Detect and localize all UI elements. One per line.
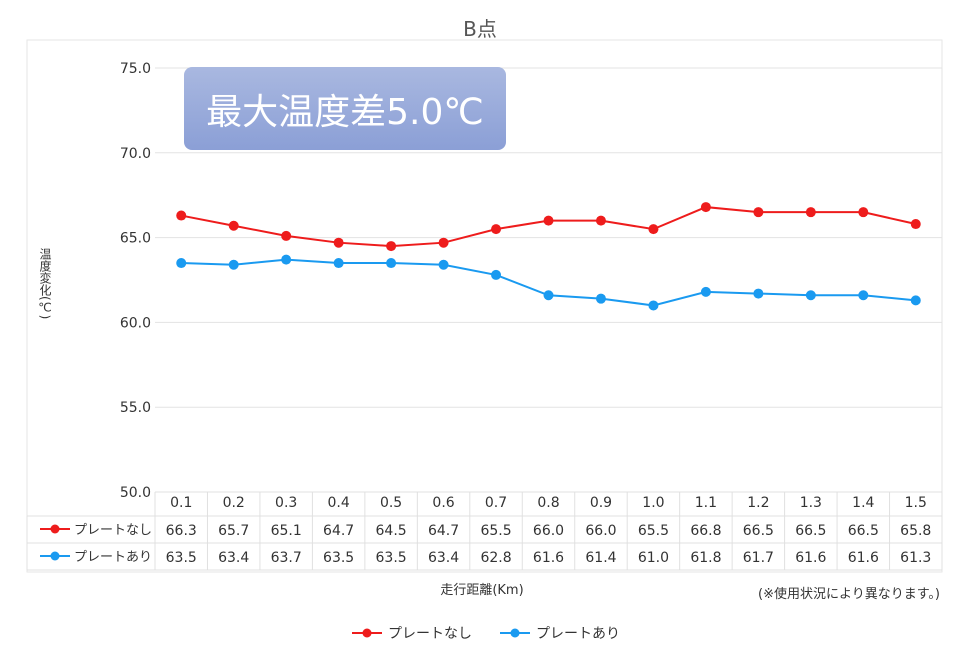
- annotation-max-diff: 最大温度差5.0℃: [184, 67, 506, 150]
- data-point: [438, 259, 449, 270]
- x-tick-label: 0.1: [170, 495, 192, 511]
- data-point: [753, 207, 764, 218]
- x-axis-label: 走行距離(Km): [440, 583, 523, 598]
- table-cell: 62.8: [480, 550, 511, 566]
- table-legend-marker: [50, 524, 60, 534]
- x-tick-label: 1.4: [852, 495, 874, 511]
- x-tick-label: 0.5: [380, 495, 402, 511]
- x-tick-label: 0.3: [275, 495, 297, 511]
- table-cell: 66.0: [533, 523, 564, 539]
- data-point: [910, 295, 921, 306]
- table-cell: 63.4: [218, 550, 249, 566]
- y-tick-label: 75.0: [120, 61, 151, 77]
- x-tick-label: 1.3: [800, 495, 822, 511]
- data-point: [648, 300, 659, 311]
- data-point: [805, 207, 816, 218]
- data-point: [700, 202, 711, 213]
- x-tick-label: 0.2: [223, 495, 245, 511]
- data-point: [595, 215, 606, 226]
- legend-label: プレートなし: [388, 626, 472, 642]
- table-cell: 63.5: [166, 550, 197, 566]
- x-tick-label: 1.2: [747, 495, 769, 511]
- legend-marker: [362, 628, 372, 638]
- table-cell: 63.5: [376, 550, 407, 566]
- table-cell: 61.8: [690, 550, 721, 566]
- table-cell: 66.5: [848, 523, 879, 539]
- y-tick-label: 60.0: [120, 315, 151, 331]
- table-cell: 61.0: [638, 550, 669, 566]
- table-cell: 61.6: [533, 550, 564, 566]
- table-cell: 65.1: [271, 523, 302, 539]
- x-tick-label: 0.8: [537, 495, 559, 511]
- data-point: [910, 219, 921, 230]
- x-tick-label: 1.5: [905, 495, 927, 511]
- chart-title: B点: [463, 17, 497, 41]
- table-cell: 63.7: [271, 550, 302, 566]
- data-point: [858, 207, 869, 218]
- table-cell: 64.7: [428, 523, 459, 539]
- x-tick-label: 0.4: [328, 495, 350, 511]
- data-point: [386, 258, 397, 269]
- table-cell: 63.5: [323, 550, 354, 566]
- data-point: [228, 259, 239, 270]
- x-tick-label: 1.0: [642, 495, 664, 511]
- data-point: [595, 293, 606, 304]
- data-point: [386, 241, 397, 252]
- data-point: [648, 224, 659, 235]
- table-cell: 65.8: [900, 523, 931, 539]
- table-cell: 66.3: [166, 523, 197, 539]
- data-point: [333, 237, 344, 248]
- y-tick-label: 70.0: [120, 146, 151, 162]
- table-cell: 65.5: [638, 523, 669, 539]
- table-cell: 64.5: [376, 523, 407, 539]
- data-point: [438, 237, 449, 248]
- data-point: [753, 288, 764, 299]
- table-cell: 65.7: [218, 523, 249, 539]
- table-cell: 63.4: [428, 550, 459, 566]
- x-tick-label: 0.7: [485, 495, 507, 511]
- data-point: [281, 230, 292, 241]
- data-point: [491, 269, 502, 280]
- y-axis-label: 温度変化(℃): [38, 248, 52, 320]
- legend-marker: [510, 628, 520, 638]
- x-tick-label: 1.1: [695, 495, 717, 511]
- data-point: [543, 290, 554, 301]
- y-tick-label: 50.0: [120, 485, 151, 501]
- table-cell: 66.5: [743, 523, 774, 539]
- table-cell: 66.8: [690, 523, 721, 539]
- table-cell: 66.0: [585, 523, 616, 539]
- footnote: (※使用状況により異なります。): [758, 586, 940, 602]
- data-point: [228, 220, 239, 231]
- series-line: [181, 206, 916, 248]
- table-cell: 61.3: [900, 550, 931, 566]
- x-tick-label: 0.6: [432, 495, 454, 511]
- data-point: [805, 290, 816, 301]
- table-cell: 65.5: [480, 523, 511, 539]
- data-point: [176, 210, 187, 221]
- table-legend-marker: [50, 551, 60, 561]
- table-cell: 64.7: [323, 523, 354, 539]
- table-series-name: プレートあり: [74, 550, 152, 565]
- data-point: [491, 224, 502, 235]
- data-point: [858, 290, 869, 301]
- data-point: [281, 254, 292, 265]
- table-cell: 61.4: [585, 550, 616, 566]
- x-tick-label: 0.9: [590, 495, 612, 511]
- data-point: [543, 215, 554, 226]
- table-cell: 61.6: [795, 550, 826, 566]
- y-tick-label: 65.0: [120, 231, 151, 247]
- legend-label: プレートあり: [536, 626, 620, 642]
- table-cell: 61.7: [743, 550, 774, 566]
- data-point: [700, 286, 711, 297]
- table-cell: 66.5: [795, 523, 826, 539]
- data-point: [333, 258, 344, 269]
- table-cell: 61.6: [848, 550, 879, 566]
- table-series-name: プレートなし: [74, 523, 152, 538]
- data-point: [176, 258, 187, 269]
- y-tick-label: 55.0: [120, 400, 151, 416]
